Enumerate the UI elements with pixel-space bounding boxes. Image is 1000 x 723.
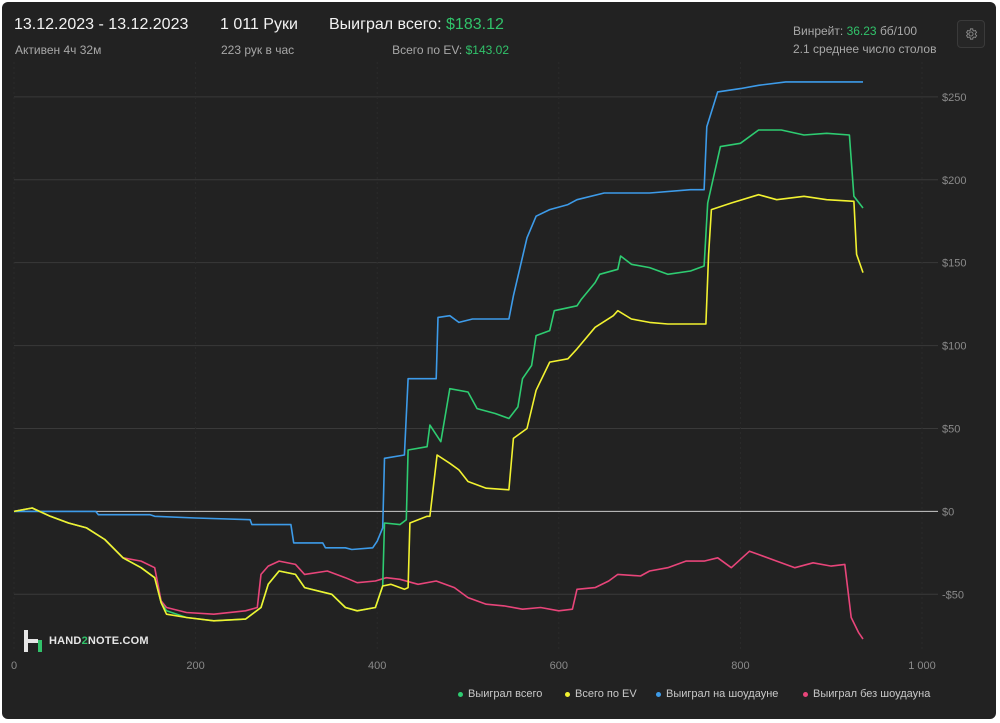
series-line bbox=[13, 129, 864, 622]
winrate-unit: бб/100 bbox=[879, 24, 918, 38]
avg-tables: 2.1 среднее число столов bbox=[793, 42, 937, 56]
y-axis-ticks: -$50 $0 $50 $100 $150 $200 $250 bbox=[942, 92, 966, 601]
x-tick-label: 400 bbox=[368, 660, 386, 672]
legend-item-won-total[interactable]: Выиграл всего bbox=[458, 688, 542, 700]
winrate: Винрейт: 36.23 бб/100 bbox=[793, 24, 917, 38]
stats-header: 13.12.2023 - 13.12.2023 Активен 4ч 32м 1… bbox=[2, 2, 996, 70]
x-tick-label: 600 bbox=[550, 660, 568, 672]
y-tick-label: -$50 bbox=[942, 589, 964, 601]
chart-series bbox=[13, 81, 864, 640]
legend-dot-red bbox=[803, 691, 808, 697]
hand2note-logo: HAND2NOTE.COM bbox=[24, 630, 149, 652]
active-time: Активен 4ч 32м bbox=[15, 43, 102, 57]
y-tick-label: $50 bbox=[942, 423, 960, 435]
y-tick-label: $150 bbox=[942, 258, 966, 270]
x-tick-label: 0 bbox=[11, 660, 17, 672]
winrate-label: Винрейт: bbox=[793, 24, 844, 38]
x-tick-label: 1 000 bbox=[908, 660, 936, 672]
ev-total-label: Всего по EV: bbox=[392, 43, 463, 57]
legend-dot-green bbox=[458, 691, 463, 697]
ev-total: Всего по EV: $143.02 bbox=[392, 43, 509, 57]
won-total: Выиграл всего: $183.12 bbox=[329, 16, 504, 34]
logo-mark-icon bbox=[24, 630, 42, 652]
legend-label: Выиграл без шоудауна bbox=[813, 688, 931, 700]
legend-label: Выиграл на шоудауне bbox=[666, 688, 779, 700]
ev-total-value: $143.02 bbox=[465, 43, 509, 57]
x-tick-label: 200 bbox=[186, 660, 204, 672]
y-tick-label: $250 bbox=[942, 92, 966, 104]
hands-count: 1 011 Руки bbox=[220, 16, 298, 33]
legend-label: Выиграл всего bbox=[468, 688, 543, 700]
y-tick-label: $0 bbox=[942, 506, 954, 518]
chart-grid bbox=[13, 62, 938, 650]
legend-dot-blue bbox=[656, 691, 661, 697]
y-tick-label: $200 bbox=[942, 175, 966, 187]
logo-text: HAND2NOTE.COM bbox=[49, 635, 149, 647]
won-total-label: Выиграл всего: bbox=[329, 16, 442, 33]
legend-item-showdown[interactable]: Выиграл на шоудауне bbox=[656, 688, 778, 700]
series-line bbox=[14, 81, 863, 551]
legend-dot-yellow bbox=[565, 691, 570, 697]
x-tick-label: 800 bbox=[731, 660, 749, 672]
gear-icon bbox=[965, 28, 978, 40]
winrate-value: 36.23 bbox=[846, 24, 877, 38]
won-total-value: $183.12 bbox=[446, 16, 504, 33]
series-line bbox=[13, 193, 864, 622]
legend-label: Всего по EV bbox=[575, 688, 637, 700]
settings-button[interactable] bbox=[957, 20, 985, 48]
y-tick-label: $100 bbox=[942, 341, 966, 353]
legend-item-ev[interactable]: Всего по EV bbox=[565, 688, 637, 700]
series-line bbox=[13, 507, 864, 640]
x-axis-ticks: 0 200 400 600 800 1 000 bbox=[11, 660, 936, 672]
legend-item-non-showdown[interactable]: Выиграл без шоудауна bbox=[803, 688, 930, 700]
hands-per-hour: 223 рук в час bbox=[221, 43, 295, 57]
date-range: 13.12.2023 - 13.12.2023 bbox=[14, 16, 189, 33]
